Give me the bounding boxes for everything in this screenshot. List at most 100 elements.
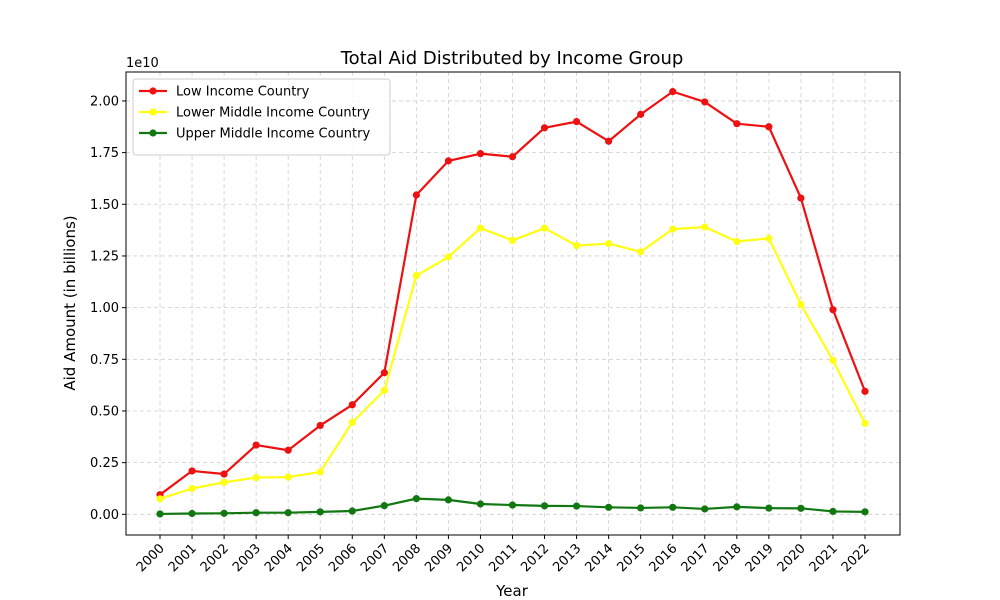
data-point: [444, 496, 453, 504]
data-point: [316, 468, 324, 476]
data-point: [637, 248, 645, 256]
y-tick-label: 1.00: [90, 301, 119, 316]
series-1: [156, 223, 869, 503]
data-point: [797, 504, 805, 512]
data-point: [701, 98, 709, 106]
legend-swatch-marker: [149, 129, 157, 137]
data-point: [765, 504, 773, 512]
x-tick-label: 2006: [326, 541, 360, 575]
data-point: [220, 470, 228, 478]
data-point: [701, 223, 709, 231]
y-axis-exponent-label: 1e10: [126, 56, 159, 71]
data-point: [188, 467, 196, 475]
x-tick-label: 2018: [711, 541, 745, 575]
data-point: [605, 239, 613, 248]
data-point: [637, 504, 645, 512]
data-point: [252, 441, 260, 449]
y-tick-label: 1.50: [90, 198, 119, 213]
x-tick-label: 2015: [615, 541, 649, 575]
y-axis-ticks: 0.00 0.25 0.50 0.75 1.00 1.25 1.50 1.75 2.00: [90, 94, 126, 523]
data-point: [508, 153, 517, 161]
data-point: [669, 503, 677, 511]
data-point: [733, 120, 741, 128]
x-tick-label: 2005: [294, 541, 328, 575]
data-point: [476, 500, 485, 508]
y-tick-label: 1.25: [90, 249, 119, 264]
y-tick-label: 1.75: [90, 146, 119, 161]
y-tick-label: 0.00: [90, 508, 119, 523]
data-point: [380, 502, 388, 510]
y-axis-label: Aid Amount (in billions): [61, 215, 79, 390]
data-point: [284, 473, 292, 481]
data-point: [572, 502, 581, 510]
data-point: [316, 421, 324, 430]
y-tick-label: 0.50: [90, 404, 119, 419]
chart-title: Total Aid Distributed by Income Group: [340, 48, 684, 69]
legend-box: [132, 78, 391, 156]
series-0: [156, 88, 869, 499]
y-tick-label: 2.00: [90, 94, 119, 109]
x-tick-label: 2021: [807, 541, 841, 575]
legend: Low Income Country Lower Middle Income Co…: [132, 78, 391, 156]
x-tick-label: 2013: [550, 541, 584, 575]
x-axis-ticks: 2000200120022003200420052006200720082009…: [134, 535, 873, 575]
data-point: [605, 503, 613, 511]
data-point: [476, 224, 485, 232]
data-point: [861, 508, 869, 516]
x-tick-label: 2003: [230, 541, 264, 575]
data-point: [829, 507, 837, 516]
legend-swatch-marker: [149, 108, 157, 116]
legend-entry: Low Income Country: [139, 85, 310, 100]
x-tick-label: 2022: [839, 541, 873, 575]
data-point: [765, 123, 773, 131]
legend-entry: Lower Middle Income Country: [139, 106, 370, 121]
data-point: [765, 234, 773, 242]
data-point: [861, 387, 869, 395]
data-point: [252, 509, 260, 517]
data-point: [733, 503, 741, 511]
data-point: [188, 509, 196, 518]
data-point: [508, 501, 517, 509]
data-point: [540, 502, 549, 510]
x-tick-label: 2012: [518, 541, 552, 575]
data-point: [412, 271, 420, 280]
data-point: [284, 446, 292, 454]
data-point: [156, 495, 164, 503]
data-point: [156, 510, 164, 518]
x-tick-label: 2004: [262, 541, 296, 575]
data-point: [733, 237, 741, 246]
data-point: [444, 157, 453, 165]
y-tick-label: 0.25: [90, 456, 119, 471]
legend-swatch-marker: [149, 87, 157, 95]
data-point: [348, 507, 356, 515]
data-point: [188, 484, 196, 493]
x-tick-label: 2011: [486, 541, 520, 575]
x-tick-label: 2020: [775, 541, 809, 575]
data-point: [220, 509, 228, 517]
x-axis-label: Year: [495, 582, 529, 600]
data-point: [380, 369, 388, 377]
data-point: [669, 225, 677, 233]
data-point: [829, 356, 837, 364]
data-point: [444, 253, 453, 261]
legend-label: Lower Middle Income Country: [176, 106, 370, 121]
data-point: [284, 509, 292, 517]
series-layer: [156, 88, 869, 518]
x-tick-label: 2002: [198, 541, 232, 575]
data-point: [701, 505, 709, 513]
data-point: [348, 401, 356, 409]
legend-label: Low Income Country: [176, 85, 310, 100]
data-point: [669, 88, 677, 96]
x-tick-label: 2019: [743, 541, 777, 575]
x-tick-label: 2001: [166, 541, 200, 575]
data-point: [476, 150, 485, 158]
data-point: [797, 300, 805, 309]
x-tick-label: 2010: [454, 541, 488, 575]
data-point: [797, 194, 805, 202]
y-tick-label: 0.75: [90, 353, 119, 368]
data-point: [540, 224, 549, 232]
data-point: [412, 495, 420, 503]
data-point: [508, 236, 517, 245]
data-point: [637, 110, 645, 118]
data-point: [348, 418, 356, 426]
